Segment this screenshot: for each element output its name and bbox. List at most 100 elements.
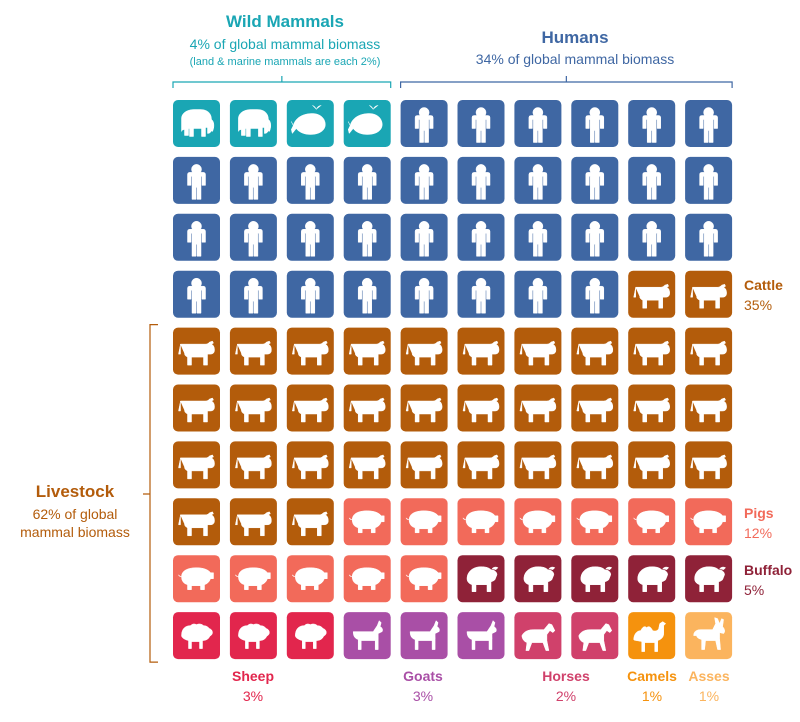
cattle-cell (571, 327, 619, 375)
livestock-subtitle-line2: mammal biomass (20, 524, 130, 540)
humans-cell (628, 156, 676, 204)
cow-icon (690, 340, 727, 366)
humans-cell (343, 156, 391, 204)
humans-cell (685, 100, 733, 147)
cow-icon (348, 340, 386, 366)
person-icon (414, 221, 434, 257)
cow-icon (462, 454, 500, 480)
humans-cell (400, 213, 448, 261)
person-icon (585, 277, 605, 314)
buffalo-cell (457, 555, 505, 603)
person-icon (301, 277, 320, 314)
humans-cell (514, 100, 562, 147)
humans-cell (286, 213, 334, 261)
person-icon (585, 107, 605, 143)
humans-cell (173, 156, 220, 204)
humans-cell (628, 100, 676, 147)
goats-cell (457, 612, 505, 660)
humans-cell (514, 213, 562, 261)
cow-icon (576, 454, 614, 480)
livestock-bracket (143, 324, 158, 663)
cow-icon (633, 283, 670, 309)
buffalo-percent: 5% (744, 582, 765, 598)
humans-cell (343, 213, 391, 261)
sheep-cell (229, 612, 277, 660)
pigs-cell (514, 498, 562, 546)
cow-icon (292, 340, 329, 366)
buffalo-cell (685, 555, 733, 603)
humans-cell (400, 100, 448, 147)
asses-percent: 1% (698, 688, 720, 704)
person-icon (471, 107, 491, 143)
pig-icon (348, 510, 385, 534)
person-icon (528, 277, 548, 314)
sheep-percent: 3% (242, 688, 264, 704)
buffalo-cell (514, 555, 562, 603)
cattle-cell (457, 441, 505, 489)
humans-cell (457, 213, 505, 261)
cattle-cell (514, 441, 562, 489)
person-icon (585, 221, 605, 257)
cow-icon (690, 283, 727, 309)
cattle-cell (173, 327, 220, 375)
humans-cell (286, 156, 334, 204)
cow-icon (178, 340, 215, 366)
person-icon (301, 164, 320, 200)
pigs-cell (343, 555, 391, 603)
horses-percent: 2% (555, 688, 577, 704)
pig-icon (292, 567, 328, 590)
cattle-cell (343, 441, 391, 489)
buffalo-icon (466, 566, 499, 592)
humans-cell (229, 213, 277, 261)
pigs-cell (173, 555, 220, 603)
humans-cell (571, 156, 619, 204)
buffalo-icon (580, 566, 613, 592)
land-cell (173, 100, 220, 147)
wild-mammals-subtitle: 4% of global mammal biomass (189, 36, 381, 52)
pigs-cell (229, 555, 277, 603)
sheep-cell (286, 612, 334, 660)
person-icon (244, 164, 263, 200)
cattle-percent: 35% (744, 297, 773, 313)
humans-cell (173, 270, 220, 318)
sheep-cell (173, 612, 220, 660)
cow-icon (690, 397, 727, 423)
humans-title: Humans (541, 28, 609, 47)
sheep-icon (295, 623, 327, 649)
cattle-cell (685, 327, 733, 375)
cow-icon (576, 340, 614, 366)
whale-icon (291, 105, 326, 135)
person-icon (414, 107, 434, 143)
cow-icon (405, 340, 443, 366)
elephant-icon (238, 109, 272, 137)
cattle-cell (571, 441, 619, 489)
person-icon (528, 164, 548, 200)
horse-icon (578, 623, 613, 651)
camels-cell (628, 612, 676, 660)
pigs-cell (400, 555, 448, 603)
cow-icon (292, 511, 329, 537)
wild-mammals-bracket (172, 76, 392, 88)
person-icon (357, 221, 377, 257)
cattle-cell (286, 498, 334, 546)
cow-icon (462, 340, 500, 366)
cow-icon (405, 397, 443, 423)
sheep-icon (238, 623, 270, 649)
pig-icon (633, 510, 669, 534)
marine-cell (343, 100, 391, 147)
cattle-cell (286, 384, 334, 432)
pig-icon (462, 510, 499, 534)
buffalo-icon (637, 566, 669, 592)
cattle-cell (514, 327, 562, 375)
buffalo-label: Buffalo (744, 562, 793, 578)
horses-label: Horses (542, 668, 590, 684)
cattle-cell (628, 270, 676, 318)
cow-icon (235, 340, 272, 366)
cattle-cell (571, 384, 619, 432)
humans-cell (457, 270, 505, 318)
person-icon (357, 164, 377, 200)
cow-icon (178, 511, 215, 537)
cow-icon (462, 397, 500, 423)
cattle-cell (400, 441, 448, 489)
